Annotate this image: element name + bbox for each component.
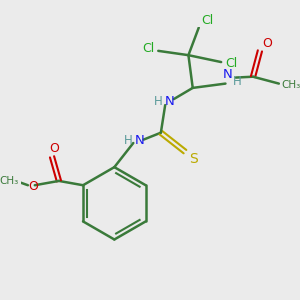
Text: O: O	[262, 38, 272, 50]
Text: Cl: Cl	[142, 42, 154, 55]
Text: O: O	[49, 142, 59, 155]
Text: O: O	[28, 180, 38, 193]
Text: CH₃: CH₃	[0, 176, 19, 186]
Text: H: H	[233, 75, 242, 88]
Text: H: H	[124, 134, 133, 147]
Text: Cl: Cl	[225, 57, 238, 70]
Text: N: N	[134, 134, 144, 147]
Text: H: H	[154, 95, 163, 108]
Text: CH₃: CH₃	[281, 80, 300, 90]
Text: N: N	[165, 95, 174, 108]
Text: Cl: Cl	[201, 14, 214, 27]
Text: N: N	[223, 68, 233, 82]
Text: S: S	[189, 152, 198, 166]
